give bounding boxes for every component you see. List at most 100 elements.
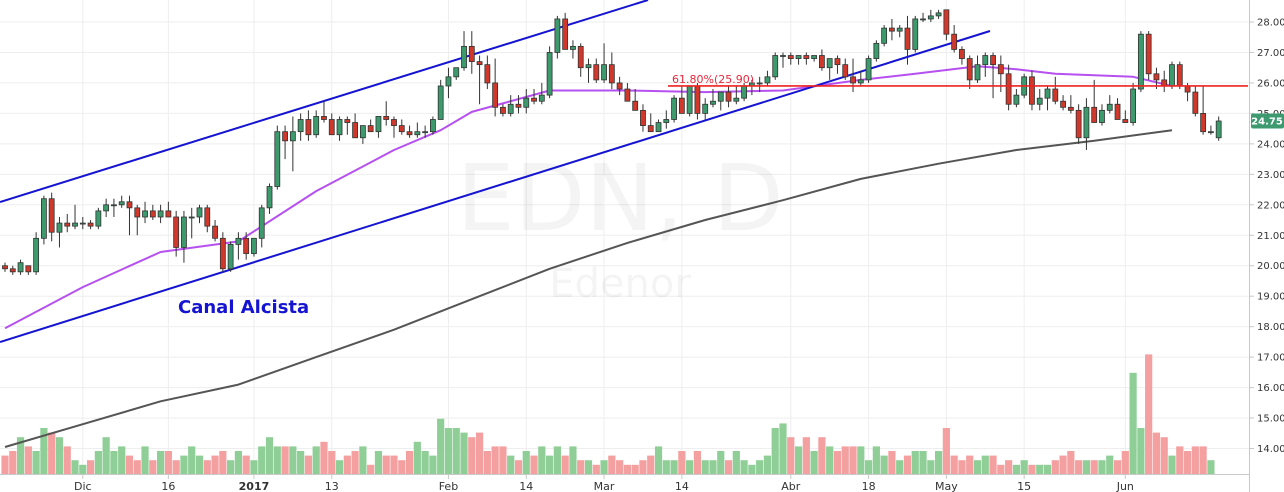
volume-bar — [118, 446, 126, 474]
volume-bar — [227, 460, 235, 474]
volume-bar — [125, 455, 134, 474]
volume-bar — [857, 446, 865, 474]
volume-bar — [1090, 460, 1098, 474]
volume-bar — [188, 446, 196, 474]
volume-bar — [779, 423, 787, 474]
candle — [826, 58, 833, 80]
candle — [297, 113, 304, 141]
volume-bar — [79, 464, 87, 474]
candle — [476, 55, 483, 105]
volume-bar — [273, 446, 281, 474]
volume-bar — [1207, 460, 1215, 474]
volume-bar — [265, 437, 274, 474]
candle — [608, 52, 615, 90]
candle — [126, 195, 133, 236]
watermark: EDN, D Edenor — [456, 145, 783, 307]
y-tick-label: 22.00 — [1257, 200, 1284, 211]
candle — [235, 232, 242, 260]
candle — [795, 55, 802, 65]
candle — [889, 18, 895, 41]
volume-bar — [950, 455, 958, 474]
candle — [87, 220, 94, 230]
volume-bar — [740, 460, 748, 474]
candle — [577, 43, 584, 77]
candle — [1200, 85, 1207, 135]
volume-bar — [1051, 460, 1059, 474]
candles — [2, 9, 1222, 275]
volume-bar — [219, 451, 227, 474]
volume-bar — [935, 451, 943, 474]
volume-bar — [405, 451, 414, 474]
candle — [181, 210, 187, 263]
volume-bar — [483, 451, 491, 474]
y-tick-label: 28.00 — [1257, 18, 1284, 29]
y-tick-label: 19.00 — [1257, 292, 1284, 303]
candle — [756, 76, 763, 93]
candle — [811, 55, 818, 62]
candle — [321, 101, 327, 123]
candle — [1036, 89, 1043, 111]
volume-bar — [1028, 464, 1036, 474]
candle — [212, 220, 218, 242]
candle — [912, 15, 919, 53]
candle — [56, 216, 63, 248]
x-tick-label: Dic — [74, 480, 92, 492]
y-tick-label: 17.00 — [1257, 353, 1284, 364]
candle — [274, 125, 281, 190]
volume-bar — [1199, 446, 1207, 474]
y-tick-label: 21.00 — [1257, 231, 1284, 242]
candle — [157, 204, 164, 224]
volume-bar — [507, 455, 515, 474]
volume-bar — [94, 451, 102, 474]
volume-bar — [24, 446, 32, 474]
volume-bar — [328, 451, 336, 474]
volume-bar — [538, 446, 546, 474]
x-tick-label: Jun — [1116, 480, 1134, 492]
volume-bar — [1098, 460, 1106, 474]
volume-bar — [211, 455, 219, 474]
volume-bar — [616, 460, 624, 474]
volume-bar — [1, 455, 9, 474]
candle — [966, 55, 973, 90]
volume-bar — [942, 428, 950, 474]
volume-bars — [1, 354, 1215, 474]
volume-bar — [981, 455, 989, 474]
candle — [17, 259, 24, 275]
volume-bar — [600, 460, 608, 474]
volume-bar — [973, 460, 982, 474]
candle — [601, 43, 607, 83]
candle — [538, 82, 545, 105]
volume-bar — [398, 460, 406, 474]
candle — [655, 119, 662, 133]
volume-bar — [927, 460, 935, 474]
candle — [282, 125, 288, 160]
volume-bar — [351, 451, 359, 474]
candle — [733, 85, 740, 105]
candle — [111, 198, 117, 217]
candle — [41, 195, 47, 245]
y-tick-label: 20.00 — [1257, 261, 1284, 272]
volume-bar — [55, 437, 64, 474]
volume-bar — [312, 446, 320, 474]
volume-bar — [911, 451, 919, 474]
volume-bar — [561, 455, 569, 474]
volume-bar — [281, 446, 289, 474]
volume-bar — [826, 446, 834, 474]
candle — [165, 201, 172, 218]
volume-bar — [460, 432, 468, 474]
y-tick-label: 16.00 — [1257, 383, 1284, 394]
x-tick-label: Abr — [781, 480, 801, 492]
volume-bar — [289, 446, 297, 474]
candle — [1145, 31, 1152, 80]
candle — [2, 262, 8, 272]
y-tick-label: 14.00 — [1257, 444, 1284, 455]
volume-bar — [584, 460, 593, 474]
volume-bar — [888, 451, 896, 474]
candle — [1060, 95, 1066, 111]
volume-bar — [647, 455, 655, 474]
fib-label: 61.80%(25.90) — [672, 73, 754, 86]
fibonacci-level: 61.80%(25.90) — [668, 73, 1248, 87]
volume-bar — [1059, 455, 1067, 474]
volume-bar — [787, 437, 795, 474]
candle — [64, 213, 71, 233]
